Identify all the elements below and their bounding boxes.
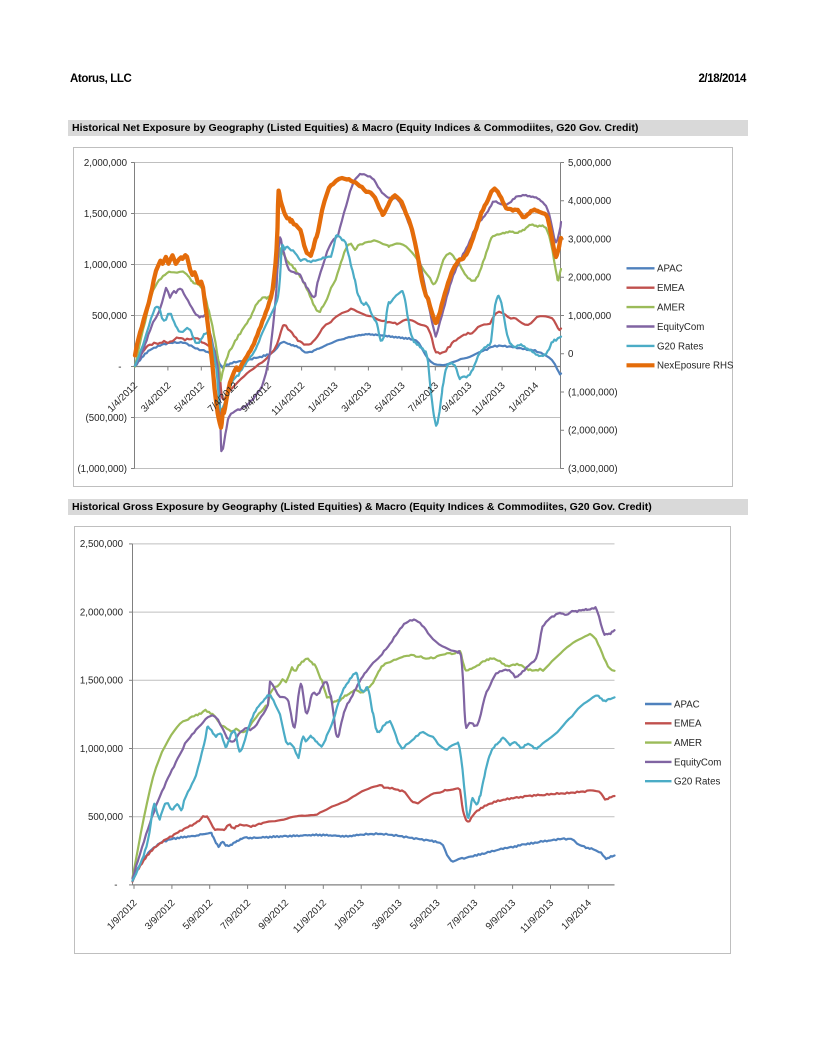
svg-text:1/9/2012: 1/9/2012 [105, 898, 139, 932]
svg-text:2,000,000: 2,000,000 [80, 607, 124, 618]
svg-text:APAC: APAC [674, 699, 700, 710]
svg-text:G20 Rates: G20 Rates [657, 341, 703, 352]
svg-text:5/9/2013: 5/9/2013 [408, 898, 442, 932]
svg-text:AMER: AMER [674, 738, 702, 749]
svg-text:EMEA: EMEA [657, 283, 685, 294]
svg-text:11/4/2012: 11/4/2012 [269, 380, 307, 418]
svg-text:1/4/2014: 1/4/2014 [507, 380, 542, 415]
svg-text:3/9/2012: 3/9/2012 [143, 898, 177, 932]
svg-text:EquityCom: EquityCom [657, 322, 704, 333]
svg-text:(1,000,000): (1,000,000) [568, 387, 618, 398]
svg-text:9/4/2013: 9/4/2013 [440, 380, 474, 414]
svg-text:EquityCom: EquityCom [674, 757, 721, 768]
svg-text:(500,000): (500,000) [86, 413, 127, 424]
svg-text:11/9/2012: 11/9/2012 [291, 898, 329, 936]
svg-text:9/9/2012: 9/9/2012 [257, 898, 291, 932]
svg-text:5/4/2012: 5/4/2012 [172, 380, 206, 414]
svg-text:3,000,000: 3,000,000 [568, 234, 612, 245]
svg-text:1,500,000: 1,500,000 [80, 676, 124, 687]
svg-text:G20 Rates: G20 Rates [674, 777, 720, 788]
svg-text:1/9/2013: 1/9/2013 [332, 898, 366, 932]
svg-text:1/9/2014: 1/9/2014 [559, 897, 594, 932]
svg-text:AMER: AMER [657, 303, 685, 314]
svg-text:(1,000,000): (1,000,000) [77, 464, 127, 475]
svg-text:APAC: APAC [657, 264, 683, 275]
svg-text:11/9/2013: 11/9/2013 [518, 898, 556, 936]
svg-text:4,000,000: 4,000,000 [568, 196, 612, 207]
svg-text:5/4/2013: 5/4/2013 [373, 380, 407, 414]
svg-text:-: - [114, 880, 117, 891]
svg-text:-: - [118, 362, 121, 373]
svg-text:EMEA: EMEA [674, 719, 702, 730]
svg-text:7/9/2013: 7/9/2013 [446, 898, 480, 932]
svg-text:11/4/2013: 11/4/2013 [470, 380, 508, 418]
svg-text:2,000,000: 2,000,000 [84, 158, 128, 169]
svg-text:2,000,000: 2,000,000 [568, 273, 612, 284]
svg-text:500,000: 500,000 [92, 311, 128, 322]
svg-text:3/4/2013: 3/4/2013 [340, 380, 374, 414]
svg-text:1,500,000: 1,500,000 [84, 209, 128, 220]
svg-text:7/9/2012: 7/9/2012 [219, 898, 253, 932]
svg-text:1,000,000: 1,000,000 [568, 311, 612, 322]
svg-text:3/4/2012: 3/4/2012 [139, 380, 173, 414]
svg-text:7/4/2013: 7/4/2013 [406, 380, 440, 414]
svg-text:1,000,000: 1,000,000 [80, 744, 124, 755]
svg-text:(2,000,000): (2,000,000) [568, 426, 618, 437]
svg-text:1/4/2013: 1/4/2013 [306, 380, 340, 414]
svg-text:3/9/2013: 3/9/2013 [370, 898, 404, 932]
svg-text:(3,000,000): (3,000,000) [568, 464, 618, 475]
svg-text:9/4/2012: 9/4/2012 [239, 380, 273, 414]
svg-text:2,500,000: 2,500,000 [80, 539, 124, 550]
svg-text:NexEposure RHS: NexEposure RHS [657, 361, 734, 372]
svg-text:500,000: 500,000 [88, 812, 124, 823]
svg-text:5/9/2012: 5/9/2012 [181, 898, 215, 932]
svg-text:9/9/2013: 9/9/2013 [484, 898, 518, 932]
svg-text:1,000,000: 1,000,000 [84, 260, 128, 271]
svg-text:5,000,000: 5,000,000 [568, 158, 612, 169]
svg-text:0: 0 [568, 349, 574, 360]
